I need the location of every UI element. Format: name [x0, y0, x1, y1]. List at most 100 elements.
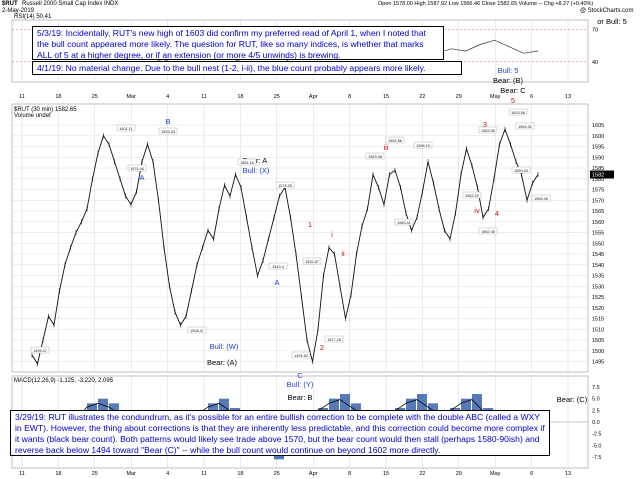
price-callout: 1601.11: [119, 127, 132, 131]
price-callout: 1591.86: [388, 139, 402, 143]
note-3-29-19: 3/29/19: RUT illustrates the condundrum,…: [10, 410, 550, 456]
y-tick-label: 1510: [592, 327, 604, 333]
x-tick-label-bottom: Apr: [309, 471, 318, 477]
price-callout: 1578.35: [278, 184, 292, 188]
x-tick-label-bottom: 25: [274, 471, 280, 477]
x-tick-label-top: 18: [237, 94, 243, 100]
wave-label-red: ii: [341, 249, 345, 258]
price-callout-box: [478, 126, 498, 134]
price-callout-box: [394, 218, 414, 226]
y-tick-label: 1545: [592, 252, 604, 258]
macd-tick-label: -7.5: [592, 455, 601, 461]
price-callout: 1574.94: [130, 167, 144, 171]
x-tick-label-top: 6: [530, 94, 533, 100]
x-tick-label-bottom: May: [490, 471, 501, 477]
y-tick-label: 1535: [592, 274, 604, 280]
macd-tick-label: 5.0: [592, 397, 600, 403]
x-tick-label-top: Mar: [126, 94, 136, 100]
chart-symbol: $RUT: [2, 1, 18, 7]
macd-tick-label: -5.0: [592, 443, 601, 449]
price-callout: 1517.25: [327, 338, 341, 342]
x-tick-label-top: 11: [201, 94, 207, 100]
macd-histogram-bar: [472, 394, 482, 422]
wave-label-blue: A: [274, 278, 279, 287]
x-tick-label-top: May: [490, 94, 501, 100]
x-tick-label-bottom: 11: [19, 471, 25, 477]
wave-label-black: Bear: (A): [207, 358, 238, 367]
price-callout-box: [127, 164, 147, 172]
price-callout: 1590.93: [514, 169, 528, 173]
x-tick-label-top: 29: [456, 94, 462, 100]
x-tick-label-top: 4: [166, 94, 169, 100]
x-tick-label-top: 11: [19, 94, 25, 100]
macd-tick-label: 0.0: [592, 420, 600, 426]
last-price-label: 1582: [592, 173, 604, 179]
y-tick-label: 1515: [592, 317, 604, 323]
price-callout-box: [268, 262, 288, 270]
price-callout-box: [275, 181, 295, 189]
y-tick-label: 1550: [592, 241, 604, 247]
y-tick-label: 1530: [592, 284, 604, 290]
price-callout: 1562.29: [465, 194, 479, 198]
price-callout-box: [187, 326, 207, 334]
x-tick-label-bottom: 13: [565, 471, 571, 477]
y-tick-label: 1500: [592, 349, 604, 355]
macd-histogram-bar: [417, 394, 427, 422]
price-callout: 1603.56: [511, 111, 525, 115]
price-callout: 1550.41: [397, 221, 411, 225]
macd-histogram-bar: [340, 394, 350, 422]
x-tick-label-bottom: 18: [237, 471, 243, 477]
price-callout: 1566.46: [534, 197, 548, 201]
macd-tick-label: -2.5: [592, 432, 601, 438]
price-callout: 1583.96: [481, 129, 495, 133]
price-callout-box: [30, 346, 50, 354]
y-tick-label: 1585: [592, 166, 604, 172]
rsi-tick-label: 70: [592, 27, 598, 33]
price-callout: 1581.16: [240, 161, 254, 165]
rsi-label: RSI(14) 50.41: [14, 14, 52, 20]
y-tick-label: 1605: [592, 123, 604, 129]
wave-label-red: 3: [483, 120, 487, 129]
x-tick-label-bottom: 22: [419, 471, 425, 477]
price-callout: 1596.19: [416, 144, 430, 148]
y-tick-label: 1570: [592, 198, 604, 204]
y-tick-label: 1555: [592, 231, 604, 237]
chart-name: Russell 2000 Small Cap Index INDX: [22, 1, 119, 7]
price-callout-box: [515, 122, 535, 130]
price-callout: 1508.47: [190, 329, 204, 333]
price-callout-box: [511, 166, 531, 174]
price-panel-frame: [11, 103, 589, 373]
y-tick-label: 1520: [592, 306, 604, 312]
wave-label-black: Bear: (C): [557, 395, 588, 404]
wave-label-red: 2: [320, 343, 324, 352]
wave-label-red: iii: [384, 143, 389, 152]
x-tick-label-bottom: Mar: [126, 471, 136, 477]
x-tick-label-bottom: 25: [92, 471, 98, 477]
price-callout-box: [478, 227, 498, 235]
x-tick-label-bottom: 8: [348, 471, 351, 477]
x-tick-label-bottom: 18: [55, 471, 61, 477]
watermark: @ StockCharts.com: [580, 8, 634, 14]
x-tick-label-bottom: 6: [530, 471, 533, 477]
wave-label-blue: B: [165, 117, 170, 126]
x-tick-label-bottom: 15: [383, 471, 389, 477]
wave-label-red: 4: [495, 209, 499, 218]
x-tick-label-top: 18: [55, 94, 61, 100]
y-tick-label: 1580: [592, 177, 604, 183]
x-tick-label-top: Apr: [309, 94, 318, 100]
y-tick-label: 1505: [592, 338, 604, 344]
rsi-panel-frame: [11, 19, 589, 83]
y-tick-label: 1590: [592, 155, 604, 161]
wave-label-red: iv: [474, 206, 480, 215]
rsi-tick-label: 40: [592, 60, 598, 66]
wave-label-blue: Bull: (Y): [287, 380, 314, 389]
wave-label-red: 5: [511, 96, 515, 105]
price-callout-box: [158, 127, 178, 135]
y-tick-label: 1565: [592, 209, 604, 215]
price-callout-box: [116, 124, 136, 132]
y-tick-label: 1525: [592, 295, 604, 301]
price-callout: 1543.4: [272, 265, 284, 269]
wave-label-red: 1: [308, 220, 312, 229]
note-5-3-19: 5/3/19: Incidentally, RUT's new high of …: [32, 26, 444, 60]
